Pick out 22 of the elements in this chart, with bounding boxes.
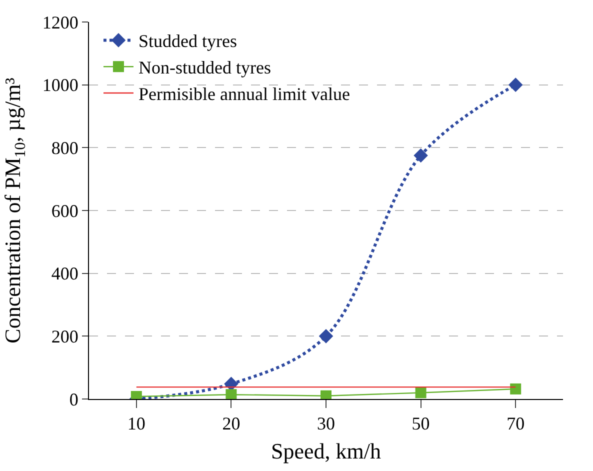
x-tick-label: 10 <box>127 414 146 434</box>
point <box>510 383 522 394</box>
y-tick-label: 0 <box>69 389 78 410</box>
y-tick-label: 800 <box>51 138 78 158</box>
y-tick-label: 600 <box>51 200 78 221</box>
legend-label: Permisible annual limit value <box>138 84 350 104</box>
point <box>508 78 523 92</box>
y-tick-label: 400 <box>51 264 78 284</box>
y-tick-label: 200 <box>51 326 78 346</box>
x-tick-label: 20 <box>222 414 240 434</box>
point <box>415 387 426 398</box>
point <box>318 329 334 344</box>
x-tick-label: 70 <box>506 414 525 434</box>
x-tick-label: 30 <box>317 414 335 434</box>
legend-label: Studded tyres <box>138 31 237 52</box>
y-tick-label: 1200 <box>42 12 78 32</box>
legend-label: Non-studded tyres <box>138 58 271 78</box>
x-tick-label: 50 <box>412 414 430 434</box>
y-tick-label: 1000 <box>42 75 78 96</box>
point <box>414 148 428 163</box>
point <box>226 389 237 399</box>
x-axis-title: Speed, km/h <box>271 438 381 464</box>
